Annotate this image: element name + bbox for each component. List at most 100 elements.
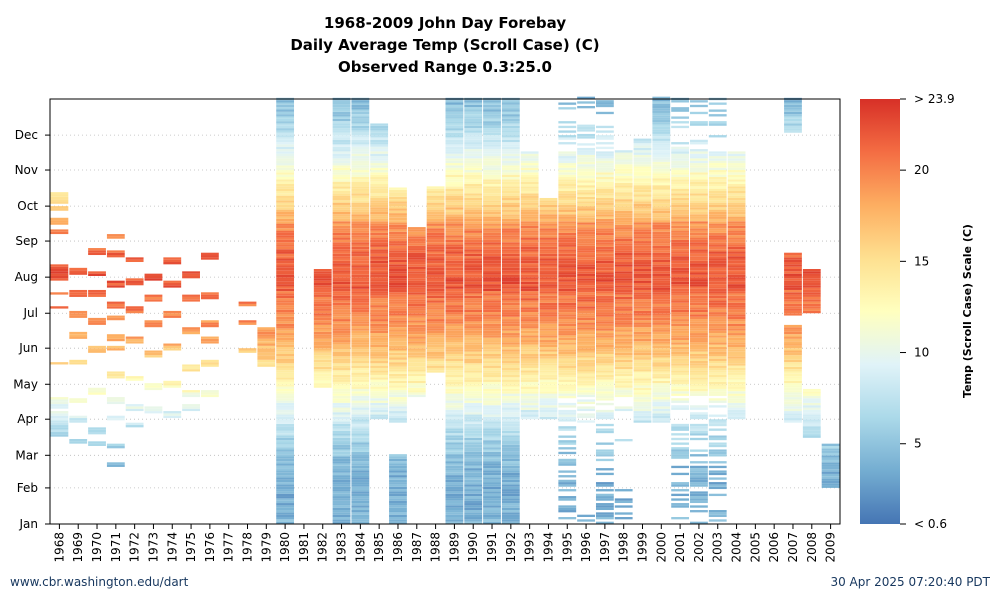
heat-cell bbox=[595, 214, 614, 217]
heat-cell bbox=[558, 354, 577, 357]
heat-cell bbox=[389, 500, 407, 504]
heat-cell bbox=[445, 335, 464, 338]
heat-cell bbox=[332, 230, 351, 233]
heat-cell bbox=[727, 211, 746, 215]
heat-cell bbox=[633, 315, 652, 318]
heat-cell bbox=[802, 287, 821, 290]
heat-cell bbox=[558, 367, 577, 371]
heat-cell bbox=[577, 259, 595, 263]
heat-cell bbox=[784, 408, 802, 412]
heat-cell bbox=[501, 370, 520, 373]
heat-cell bbox=[520, 218, 539, 222]
heat-cell bbox=[652, 264, 671, 267]
heat-cell bbox=[520, 372, 539, 375]
heat-cell bbox=[351, 302, 370, 306]
colorbar-min-label: < 0.6 bbox=[914, 517, 947, 531]
heat-cell bbox=[351, 239, 370, 243]
title-line-3: Observed Range 0.3:25.0 bbox=[338, 58, 552, 76]
heat-cell bbox=[558, 393, 577, 396]
heat-cell bbox=[652, 413, 671, 416]
heat-cell bbox=[652, 287, 671, 290]
heat-cell bbox=[313, 315, 332, 318]
heat-cell bbox=[558, 172, 577, 175]
heat-cell bbox=[313, 306, 332, 309]
heat-cell bbox=[708, 184, 727, 187]
heat-cell bbox=[332, 440, 351, 443]
heat-cell bbox=[106, 345, 125, 349]
heat-cell bbox=[558, 482, 577, 485]
heat-cell bbox=[690, 412, 708, 415]
heat-cell bbox=[802, 301, 821, 304]
heat-cell bbox=[727, 214, 746, 217]
heat-cell bbox=[351, 463, 370, 466]
heat-cell bbox=[802, 398, 821, 401]
heat-cell bbox=[407, 289, 426, 293]
heat-cell bbox=[501, 314, 520, 317]
heat-cell bbox=[614, 376, 633, 379]
heat-cell bbox=[332, 246, 351, 250]
heat-cell bbox=[483, 295, 501, 299]
heat-cell bbox=[821, 445, 840, 449]
heat-cell bbox=[483, 360, 501, 364]
heat-cell bbox=[276, 510, 295, 513]
heat-cell bbox=[332, 416, 351, 420]
footer-source-url: www.cbr.washington.edu/dart bbox=[10, 575, 189, 589]
heat-cell bbox=[464, 100, 483, 103]
heat-cell bbox=[389, 189, 407, 193]
heat-cell bbox=[690, 298, 708, 301]
heat-cell bbox=[426, 326, 445, 329]
heat-cell bbox=[614, 336, 633, 339]
heat-cell bbox=[389, 224, 407, 228]
heat-cell bbox=[595, 298, 614, 301]
heat-cell bbox=[163, 380, 182, 384]
heat-cell bbox=[501, 307, 520, 310]
heat-cell bbox=[332, 400, 351, 403]
heat-cell bbox=[539, 309, 558, 313]
heat-cell bbox=[445, 139, 464, 143]
heat-cell bbox=[671, 232, 690, 236]
heat-cell bbox=[727, 260, 746, 264]
heat-cell bbox=[483, 221, 501, 224]
heat-cell bbox=[652, 341, 671, 344]
heat-cell bbox=[389, 210, 407, 214]
heat-cell bbox=[464, 505, 483, 508]
heat-cell bbox=[407, 348, 426, 351]
heat-cell bbox=[483, 451, 501, 455]
heat-cell bbox=[464, 349, 483, 352]
heat-cell bbox=[520, 225, 539, 229]
heat-cell bbox=[520, 326, 539, 329]
heat-cell bbox=[257, 348, 276, 351]
year-column-1972 bbox=[125, 257, 144, 428]
heat-cell bbox=[483, 160, 501, 164]
heat-cell bbox=[821, 448, 840, 451]
heat-cell bbox=[276, 253, 295, 257]
heat-cell bbox=[727, 237, 746, 240]
heat-cell bbox=[690, 328, 708, 331]
heat-cell bbox=[50, 399, 69, 402]
heat-cell bbox=[464, 218, 483, 222]
heat-cell bbox=[370, 370, 389, 373]
heat-cell bbox=[595, 312, 614, 315]
heat-cell bbox=[708, 379, 727, 382]
heat-cell bbox=[389, 310, 407, 314]
heat-cell bbox=[690, 253, 708, 257]
heat-cell bbox=[501, 156, 520, 159]
heat-cell bbox=[464, 486, 483, 490]
heat-cell bbox=[520, 214, 539, 217]
heat-cell bbox=[708, 419, 727, 422]
heat-cell bbox=[464, 493, 483, 497]
heat-cell bbox=[276, 123, 295, 126]
heat-cell bbox=[163, 262, 182, 265]
heat-cell bbox=[558, 314, 577, 317]
heat-cell bbox=[652, 145, 671, 148]
heat-cell bbox=[276, 184, 295, 187]
x-tick-label: 1992 bbox=[504, 532, 518, 563]
heat-cell bbox=[464, 246, 483, 250]
heat-cell bbox=[633, 215, 652, 218]
heat-cell bbox=[125, 278, 144, 281]
heat-cell bbox=[464, 412, 483, 415]
heat-cell bbox=[88, 387, 106, 391]
heat-cell bbox=[351, 370, 370, 373]
heat-cell bbox=[520, 165, 539, 168]
heat-cell bbox=[332, 437, 351, 441]
